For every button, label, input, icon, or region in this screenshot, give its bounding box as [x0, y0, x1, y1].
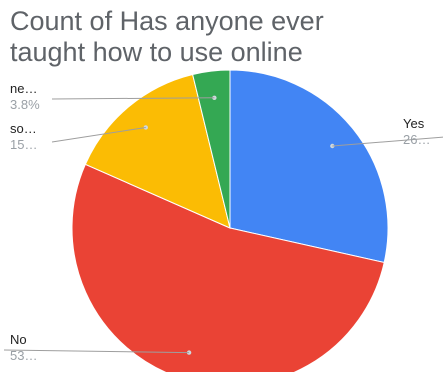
- pie-slices: [71, 69, 389, 372]
- leader-line: [332, 136, 443, 147]
- leader-line: [51, 126, 146, 143]
- slice-label-value: 3.8%: [10, 97, 40, 112]
- slice-label-value: 26…: [403, 132, 430, 147]
- slice-label-value: 15…: [10, 137, 37, 152]
- leader-line: [51, 97, 215, 100]
- slice-label-name: No: [10, 332, 27, 347]
- slice-label-name: so…: [10, 121, 37, 136]
- pie-slice-so: [84, 73, 231, 229]
- leader-line: [3, 349, 190, 354]
- slice-label-name: Yes: [403, 116, 425, 131]
- slice-label-name: ne…: [10, 81, 37, 96]
- pie-slice-no: [71, 163, 385, 372]
- chart-title: Count of Has anyone ever taught how to u…: [10, 6, 440, 68]
- pie-slice-ne: [192, 69, 231, 229]
- pie-slice-yes: [229, 69, 389, 264]
- leader-lines: [3, 95, 443, 355]
- chart-title-line-1: Count of Has anyone ever: [10, 6, 324, 36]
- slice-label-value: 53…: [10, 348, 37, 363]
- chart-title-line-2: taught how to use online: [10, 37, 303, 67]
